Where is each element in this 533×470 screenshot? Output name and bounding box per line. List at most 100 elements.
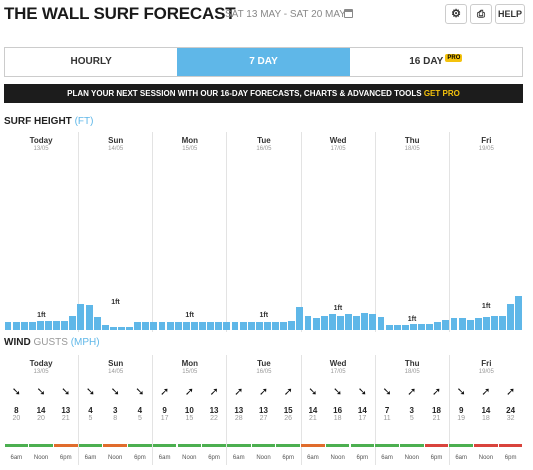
- day-name: Tue: [257, 359, 271, 368]
- wind-direction-arrow-icon: ➚: [209, 386, 219, 398]
- surf-height-bar: [109, 327, 117, 330]
- wind-gust: 17: [160, 415, 169, 422]
- day-name: Fri: [481, 136, 492, 145]
- wind-forecast-cell[interactable]: ➚ 3 5: [399, 382, 424, 422]
- wind-direction-arrow-icon: ➚: [407, 386, 417, 398]
- wind-forecast-cell[interactable]: ➘ 4 5: [78, 382, 103, 422]
- surf-height-bar: [499, 315, 507, 330]
- wind-day-column[interactable]: Fri 19/05: [448, 355, 523, 465]
- wind-forecast-cell[interactable]: ➘ 13 21: [53, 382, 78, 422]
- tab-7-day[interactable]: 7 DAY: [177, 48, 350, 76]
- time-labels: 6am Noon 6pm 6am Noon 6pm 6am Noon 6pm 6am Noon 6pm…: [4, 455, 523, 465]
- wind-forecast-cell[interactable]: ➚ 18 21: [424, 382, 449, 422]
- wind-gust: 22: [210, 415, 218, 422]
- wind-forecast-cell[interactable]: ➘ 14 17: [350, 382, 375, 422]
- wind-forecast-cell[interactable]: ➚ 14 18: [474, 382, 499, 422]
- wind-rating-segment: [325, 444, 350, 447]
- wind-direction-arrow-icon: ➘: [308, 386, 318, 398]
- wind-rating-segment: [251, 444, 276, 447]
- surf-height-bar: [45, 321, 52, 330]
- surf-height-bar: [434, 322, 442, 330]
- day-date: 19/05: [478, 146, 494, 152]
- print-icon: ⎙: [477, 9, 485, 20]
- wind-forecast-cell[interactable]: ➘ 16 18: [325, 382, 350, 422]
- wind-forecast-cell[interactable]: ➘ 9 19: [449, 382, 474, 422]
- surf-day-column[interactable]: Mon 15/05: [152, 132, 226, 332]
- wind-forecast-cell[interactable]: ➘ 7 11: [375, 382, 400, 422]
- surf-height-bar: [231, 322, 239, 330]
- wind-forecast-cell[interactable]: ➚ 15 26: [276, 382, 301, 422]
- surf-day-column[interactable]: Today 13/05: [4, 132, 78, 332]
- wind-forecast-cell[interactable]: ➚ 13 27: [251, 382, 276, 422]
- wind-forecast-cell[interactable]: ➘ 8 20: [4, 382, 29, 422]
- surf-height-bar: [126, 326, 134, 330]
- wind-direction-arrow-icon: ➘: [382, 386, 392, 398]
- wind-rating-segment: [4, 444, 29, 447]
- time-label: Noon: [108, 455, 123, 461]
- surf-height-bar: [369, 314, 377, 330]
- time-label: 6am: [158, 455, 171, 461]
- surf-height-bar: [93, 317, 101, 330]
- surf-height-bar: [377, 317, 385, 330]
- wind-forecast-cell[interactable]: ➚ 10 15: [177, 382, 202, 422]
- day-name: Mon: [181, 136, 199, 145]
- wind-rating-segment: [128, 444, 152, 447]
- surf-height-bar: [12, 322, 20, 330]
- time-label: 6pm: [208, 455, 220, 461]
- wind-speed: 9: [458, 406, 464, 415]
- time-label: 6am: [381, 455, 393, 461]
- wind-rating-bar: [4, 444, 523, 447]
- settings-button[interactable]: ⚙: [445, 4, 467, 24]
- surf-day-column[interactable]: Wed 17/05: [300, 132, 375, 332]
- surf-height-bar: [158, 321, 166, 330]
- tab-16-day[interactable]: 16 DAY PRO: [409, 54, 463, 67]
- wind-day-column[interactable]: Tue 16/05: [226, 355, 300, 465]
- wind-gust: 11: [383, 415, 391, 422]
- wind-day-columns: Today 13/05 Sun 14/05 Mon 15/05 Tue 16/05 Wed 17/…: [4, 355, 523, 465]
- surf-day-column[interactable]: Sun 14/05: [78, 132, 152, 332]
- wind-forecast-cell[interactable]: ➚ 9 17: [152, 382, 177, 422]
- tab-hourly[interactable]: HOURLY: [70, 56, 112, 67]
- wind-day-column[interactable]: Today 13/05: [4, 355, 78, 465]
- surf-height-bar: [36, 321, 44, 330]
- wind-gust: 5: [88, 415, 93, 422]
- wind-forecast-cell[interactable]: ➚ 13 28: [226, 382, 251, 422]
- calendar-icon[interactable]: [344, 9, 353, 18]
- time-label: 6am: [10, 455, 23, 461]
- get-pro-link[interactable]: GET PRO: [423, 89, 460, 98]
- time-label: Noon: [478, 455, 494, 461]
- wind-rating-segment: [53, 444, 78, 447]
- wind-speed: 13: [61, 406, 71, 415]
- print-button[interactable]: ⎙: [470, 4, 492, 24]
- wind-forecast-cell[interactable]: ➘ 14 21: [301, 382, 326, 422]
- wind-day-column[interactable]: Mon 15/05: [152, 355, 226, 465]
- day-date: 19/05: [478, 369, 494, 375]
- wind-grid: ➘ 8 20 ➘ 14 20 ➘ 13 21 ➘ 4 5 ➘ 3 8 ➘ 4 5 ➚ 9 17 ➚ 10 15 ➚ 13 22 ➚ 13…: [4, 382, 523, 438]
- day-name: Today: [29, 359, 53, 368]
- surf-day-column[interactable]: Tue 16/05: [226, 132, 300, 332]
- surf-height-bar: [345, 314, 352, 330]
- wind-direction-arrow-icon: ➚: [184, 386, 194, 398]
- wind-speed: 9: [162, 406, 167, 415]
- wind-forecast-cell[interactable]: ➘ 14 20: [29, 382, 54, 422]
- page-header: THE WALL SURF FORECAST SAT 13 MAY - SAT …: [4, 4, 529, 24]
- help-button[interactable]: HELP: [495, 4, 525, 24]
- surf-day-column[interactable]: Thu 18/05: [374, 132, 449, 332]
- wind-direction-arrow-icon: ➚: [234, 386, 244, 398]
- time-label: Noon: [256, 455, 271, 461]
- wind-forecast-cell[interactable]: ➘ 3 8: [103, 382, 128, 422]
- surf-height-bar: [239, 322, 247, 330]
- wind-rating-segment: [276, 444, 301, 447]
- wind-day-column[interactable]: Thu 18/05: [374, 355, 449, 465]
- wind-rating-segment: [375, 444, 399, 447]
- surf-day-column[interactable]: Fri 19/05: [448, 132, 523, 332]
- wind-forecast-cell[interactable]: ➚ 24 32: [498, 382, 523, 422]
- wind-day-column[interactable]: Wed 17/05: [300, 355, 375, 465]
- wind-speed: 13: [209, 406, 219, 415]
- wind-day-column[interactable]: Sun 14/05: [78, 355, 152, 465]
- pro-banner[interactable]: PLAN YOUR NEXT SESSION WITH OUR 16-DAY F…: [4, 84, 523, 103]
- surf-height-bar: [215, 322, 223, 330]
- surf-height-bar: [61, 321, 69, 330]
- wind-forecast-cell[interactable]: ➘ 4 5: [128, 382, 153, 422]
- wind-forecast-cell[interactable]: ➚ 13 22: [202, 382, 227, 422]
